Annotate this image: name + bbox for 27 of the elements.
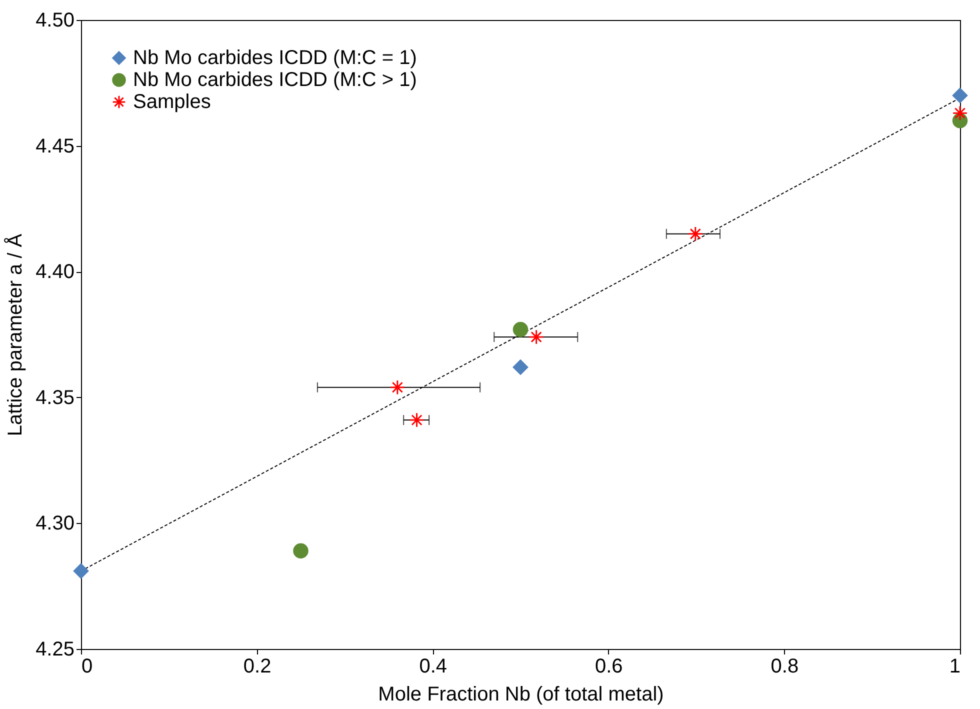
y-tick-label: 4.40 (36, 261, 74, 284)
y-tick-label: 4.35 (36, 386, 74, 409)
y-tick-label: 4.45 (36, 135, 74, 158)
y-tick-label: 4.25 (36, 638, 74, 660)
x-axis-title: Mole Fraction Nb (of total metal) (378, 684, 664, 706)
point (390, 380, 406, 395)
x-tick-label: 1 (949, 656, 960, 678)
legend-label: Nb Mo carbides ICDD (M:C > 1) (133, 69, 417, 91)
legend-label: Samples (133, 91, 211, 113)
point (528, 329, 544, 345)
y-axis-title: Lattice parameter a / Å (4, 233, 27, 436)
point (952, 88, 968, 104)
point (688, 226, 704, 242)
y-tick-label: 4.50 (36, 10, 74, 32)
x-tick-label: 0 (82, 656, 93, 678)
point (293, 543, 308, 559)
x-tick-label: 0.2 (243, 656, 272, 678)
point (409, 412, 424, 428)
y-tick-label: 4.30 (36, 512, 74, 535)
point (952, 105, 968, 121)
x-tick-label: 0.8 (770, 656, 799, 678)
point (73, 563, 89, 579)
point (512, 360, 528, 375)
legend-label: Nb Mo carbides ICDD (M:C = 1) (133, 47, 417, 69)
x-tick-label: 0.4 (419, 656, 448, 678)
point (512, 322, 528, 338)
x-tick-label: 0.6 (594, 656, 623, 678)
